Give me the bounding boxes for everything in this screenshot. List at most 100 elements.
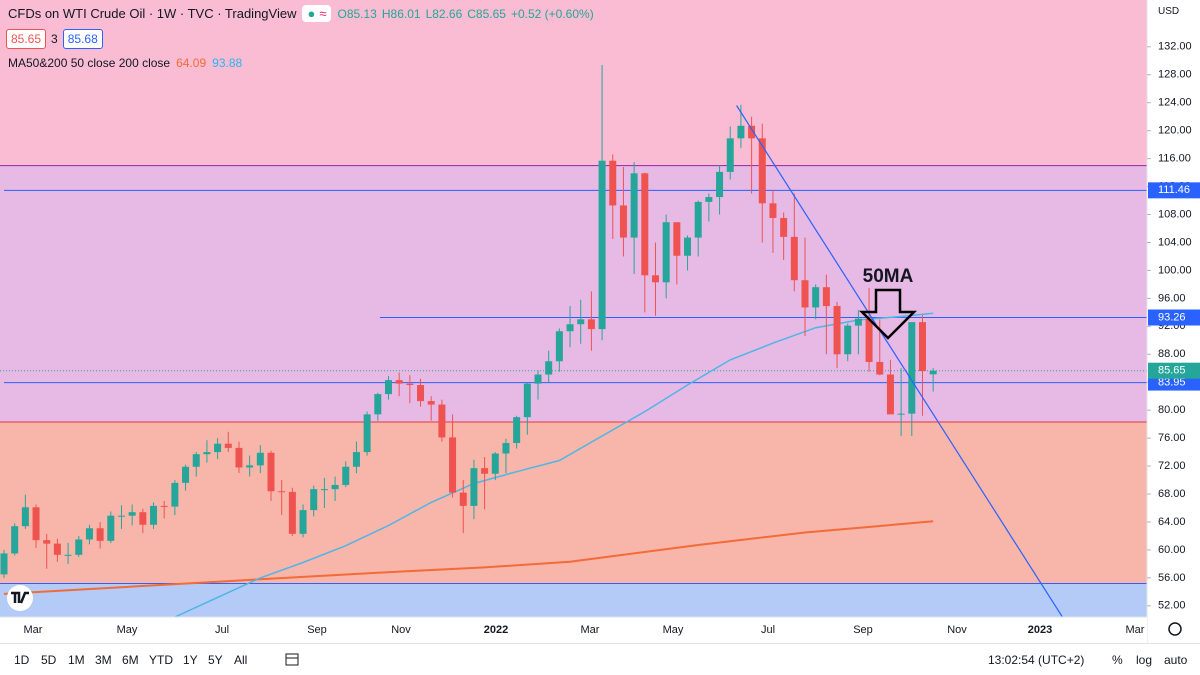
candle-body	[619, 205, 627, 238]
ma-label: MA50&200 50 close 200 close	[8, 56, 171, 70]
range-button[interactable]: YTD	[149, 653, 173, 667]
candle-body	[513, 417, 521, 444]
candle-body	[43, 540, 51, 544]
price-badge	[1148, 309, 1200, 326]
candle-body	[908, 322, 916, 414]
candle-body	[502, 443, 510, 454]
candle-body	[267, 452, 275, 492]
candle-body	[117, 515, 125, 517]
range-button[interactable]: 1D	[14, 653, 30, 667]
candle-body	[630, 173, 638, 238]
x-tick-label: Mar	[1126, 624, 1145, 636]
x-tick-label: 2022	[484, 624, 508, 636]
candle-body	[449, 437, 457, 493]
candle-body	[417, 385, 425, 402]
candle-body	[897, 413, 905, 415]
candle-body	[21, 507, 29, 527]
candle-body	[481, 468, 489, 474]
y-tick-label: 68.00	[1158, 488, 1186, 500]
candle-body	[160, 505, 168, 507]
range-button[interactable]: 1Y	[183, 653, 198, 667]
y-tick-label: 132.00	[1158, 41, 1192, 53]
candle-body	[886, 374, 894, 415]
candle-body	[918, 322, 926, 372]
candle-body	[192, 454, 200, 467]
candle-body	[342, 466, 350, 485]
candle-body	[865, 318, 873, 362]
symbol-title[interactable]: CFDs on WTI Crude Oil · 1W · TVC · Tradi…	[8, 6, 297, 21]
date-range-icon[interactable]	[284, 651, 300, 670]
ohlc-item: L82.66	[425, 6, 463, 21]
candle-body	[11, 526, 19, 554]
y-tick-label: 96.00	[1158, 292, 1186, 304]
price-badge-label: 85.65	[1158, 365, 1186, 377]
ohlc: O85.13 H86.01 L82.66 C85.65 +0.52 (+0.60%)	[337, 7, 593, 21]
candle-body	[214, 443, 222, 453]
candle-body	[64, 554, 72, 556]
range-button[interactable]: All	[234, 653, 248, 667]
candle-body	[929, 370, 937, 375]
ma200-line	[3, 520, 934, 595]
candle-body	[320, 489, 328, 491]
percent-toggle[interactable]: %	[1112, 653, 1123, 667]
x-tick-label: Sep	[307, 624, 327, 636]
ohlc-item: +0.52 (+0.60%)	[510, 6, 594, 21]
candle-body	[790, 236, 798, 281]
range-button[interactable]: 1M	[68, 653, 85, 667]
currency[interactable]: USD	[1158, 6, 1180, 17]
symbol-header: CFDs on WTI Crude Oil · 1W · TVC · Tradi…	[8, 5, 594, 22]
candle-body	[139, 512, 147, 525]
range-button[interactable]: 5D	[41, 653, 57, 667]
candle-body	[737, 125, 745, 139]
candle-body	[299, 510, 307, 534]
zone	[0, 0, 1147, 166]
y-tick-label: 108.00	[1158, 208, 1192, 220]
range-button[interactable]: 3M	[95, 653, 112, 667]
arrow	[858, 288, 918, 340]
settings-icon[interactable]	[1168, 622, 1182, 636]
x-tick-label: Nov	[391, 624, 411, 636]
candle-body	[224, 443, 232, 448]
price-badge	[1148, 182, 1200, 199]
candle-body	[85, 528, 93, 540]
ohlc-item: H86.01	[381, 6, 421, 21]
ask[interactable]: 85.68	[62, 29, 103, 49]
candle-body	[32, 507, 40, 541]
candle-body	[812, 287, 820, 308]
y-tick-label: 52.00	[1158, 600, 1186, 612]
candle-body	[470, 468, 478, 506]
price-badge-label: 111.46	[1158, 184, 1190, 196]
candle-body	[128, 512, 136, 516]
y-tick-label: 100.00	[1158, 264, 1192, 276]
candle-body	[609, 160, 617, 206]
range-button[interactable]: 5Y	[208, 653, 223, 667]
candle-body	[363, 414, 371, 453]
candle-body	[555, 331, 563, 362]
y-tick-label: 64.00	[1158, 516, 1186, 528]
candle-body	[758, 138, 766, 204]
candle-body	[716, 171, 724, 198]
time-axis	[0, 617, 1147, 643]
ohlc-item: C85.65	[467, 6, 506, 21]
y-tick-label: 120.00	[1158, 125, 1192, 137]
y-tick-label: 88.00	[1158, 348, 1186, 360]
x-tick-label: May	[117, 624, 138, 636]
candle-body	[523, 383, 531, 418]
candle-body	[310, 489, 318, 511]
bid[interactable]: 85.65	[6, 29, 47, 49]
annotation: 50MA	[863, 266, 914, 287]
y-tick-label: 124.00	[1158, 97, 1192, 109]
candle-body	[150, 505, 158, 525]
candle-body	[684, 237, 692, 256]
range-button[interactable]: 6M	[122, 653, 139, 667]
zone	[0, 165, 1147, 423]
candle-body	[75, 539, 83, 555]
price-badge-label: 93.26	[1158, 311, 1186, 323]
candle-body	[854, 318, 862, 326]
log-toggle[interactable]: log	[1136, 653, 1153, 667]
candle-body	[107, 515, 115, 541]
auto-toggle[interactable]: auto	[1164, 653, 1188, 667]
candle-body	[833, 306, 841, 355]
candle-body	[352, 452, 360, 467]
